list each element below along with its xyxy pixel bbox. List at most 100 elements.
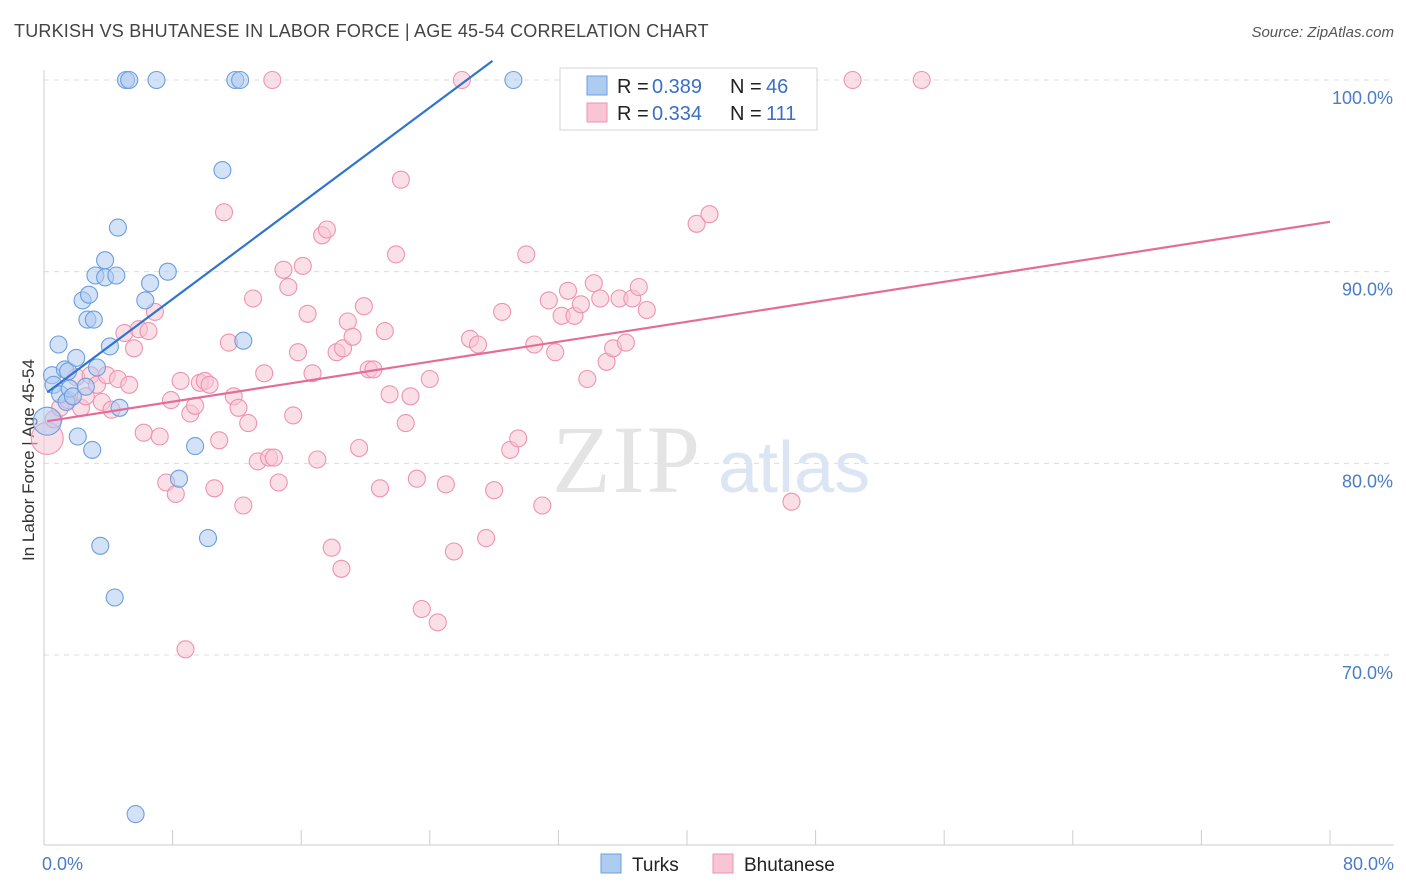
bhutanese-point-18 (139, 322, 158, 341)
legend-bhutanese-r-value: 0.334 (652, 103, 702, 125)
legend-bhutanese-n-label: N = (730, 103, 762, 125)
turk-point-19 (87, 358, 107, 377)
turk-point-3 (49, 335, 68, 354)
bhutanese-trend-line (47, 220, 1331, 423)
bhutanese-point-61 (350, 438, 369, 458)
bhutanese-point-70 (396, 414, 415, 433)
x-ticks (43, 830, 1331, 845)
bhutanese-point-109 (912, 70, 931, 90)
bhutanese-point-24 (171, 371, 190, 390)
bhutanese-point-17 (134, 423, 153, 442)
bhutanese-point-69 (391, 170, 410, 189)
y-tick-labels: 70.0% 80.0% 90.0% 100.0% (1332, 88, 1393, 683)
turk-point-20 (91, 536, 110, 555)
y-tick-label-3: 100.0% (1332, 88, 1393, 108)
turk-point-38 (213, 161, 232, 180)
bhutanese-point-31 (205, 479, 224, 498)
bhutanese-point-76 (436, 475, 455, 494)
bhutanese-point-89 (539, 291, 558, 310)
axes (43, 70, 1394, 846)
turk-point-32 (141, 274, 160, 293)
turk-point-26 (108, 218, 127, 237)
turk-point-31 (136, 291, 155, 310)
bhutanese-point-52 (308, 450, 327, 469)
bhutanese-point-105 (687, 214, 706, 233)
turk-point-17 (84, 310, 103, 329)
bhutanese-point-55 (322, 538, 341, 557)
bhutanese-point-57 (332, 559, 351, 578)
bhutanese-point-14 (120, 375, 139, 394)
bhutanese-point-30 (200, 375, 219, 394)
legend-turks-r-value: 0.389 (652, 76, 702, 98)
watermark-zip: ZIP (552, 406, 702, 513)
turk-point-33 (147, 70, 166, 90)
legend-turks-r-label: R = (617, 76, 649, 98)
bhutanese-point-88 (533, 496, 552, 515)
turk-point-35 (169, 469, 189, 488)
turk-point-40 (231, 70, 250, 90)
bhutanese-point-60 (343, 327, 362, 346)
legend-bhutanese-n-value: 111 (766, 103, 796, 125)
legend-bhutanese-r-label: R = (617, 103, 649, 125)
bhutanese-point-74 (420, 369, 439, 389)
bhutanese-point-23 (166, 484, 185, 504)
bhutanese-point-68 (386, 245, 406, 264)
legend: R = 0.389 N = 46 R = 0.334 N = 111 (559, 67, 818, 131)
bhutanese-point-15 (124, 339, 144, 358)
bhutanese-point-108 (843, 70, 862, 90)
turk-point-21 (96, 251, 115, 270)
bhutanese-point-72 (407, 469, 426, 488)
legend-turks-n-label: N = (730, 76, 762, 98)
turk-point-25 (107, 266, 126, 285)
bhutanese-point-37 (234, 496, 253, 515)
x-tick-label-min: 0.0% (42, 854, 83, 874)
bhutanese-points (30, 70, 931, 659)
bhutanese-point-51 (303, 364, 322, 383)
turk-point-41 (234, 331, 253, 350)
trend-lines (46, 59, 1331, 423)
bhutanese-point-75 (428, 613, 447, 632)
bhutanese-point-36 (229, 398, 248, 417)
bhutanese-point-106 (700, 205, 719, 224)
turk-point-16 (83, 440, 102, 459)
y-tick-label-2: 90.0% (1342, 280, 1393, 300)
turk-point-9 (63, 387, 82, 406)
y-tick-label-0: 70.0% (1342, 663, 1393, 683)
bhutanese-point-73 (412, 599, 431, 619)
bhutanese-point-46 (279, 277, 298, 297)
bhutanese-point-49 (293, 256, 312, 275)
turk-point-37 (198, 529, 218, 548)
bhutanese-point-65 (370, 479, 390, 498)
bhutanese-point-83 (493, 302, 512, 321)
bhutanese-point-38 (239, 414, 258, 433)
bhutanese-point-41 (255, 364, 274, 383)
bhutanese-point-32 (210, 431, 229, 450)
bhutanese-point-81 (477, 529, 496, 548)
bhutanese-point-50 (298, 304, 317, 323)
bhutanese-point-95 (578, 369, 597, 389)
bhutanese-point-44 (269, 473, 288, 492)
bhutanese-point-39 (243, 289, 263, 308)
bhutanese-point-45 (274, 260, 293, 279)
bhutanese-point-101 (616, 333, 635, 352)
watermark: ZIP atlas (552, 406, 870, 513)
turk-point-27 (110, 398, 129, 417)
turk-point-24 (105, 588, 124, 607)
bhutanese-point-62 (354, 297, 373, 316)
bhutanese-point-77 (444, 542, 463, 561)
y-axis-label: In Labor Force | Age 45-54 (19, 359, 38, 561)
bhutanese-point-59 (338, 312, 357, 331)
x-tick-label-max: 80.0% (1343, 854, 1394, 874)
bottom-legend-swatch-turks (600, 853, 622, 874)
bhutanese-point-54 (317, 220, 336, 239)
turk-point-13 (76, 377, 95, 396)
bhutanese-point-110 (263, 70, 282, 90)
turk-point-10 (67, 348, 86, 367)
legend-swatch-turks (586, 75, 608, 96)
bhutanese-point-48 (288, 343, 308, 362)
bhutanese-point-78 (452, 70, 471, 90)
bhutanese-point-94 (571, 295, 590, 314)
turk-point-15 (79, 285, 99, 304)
bottom-legend-swatch-bhutanese (712, 853, 734, 874)
